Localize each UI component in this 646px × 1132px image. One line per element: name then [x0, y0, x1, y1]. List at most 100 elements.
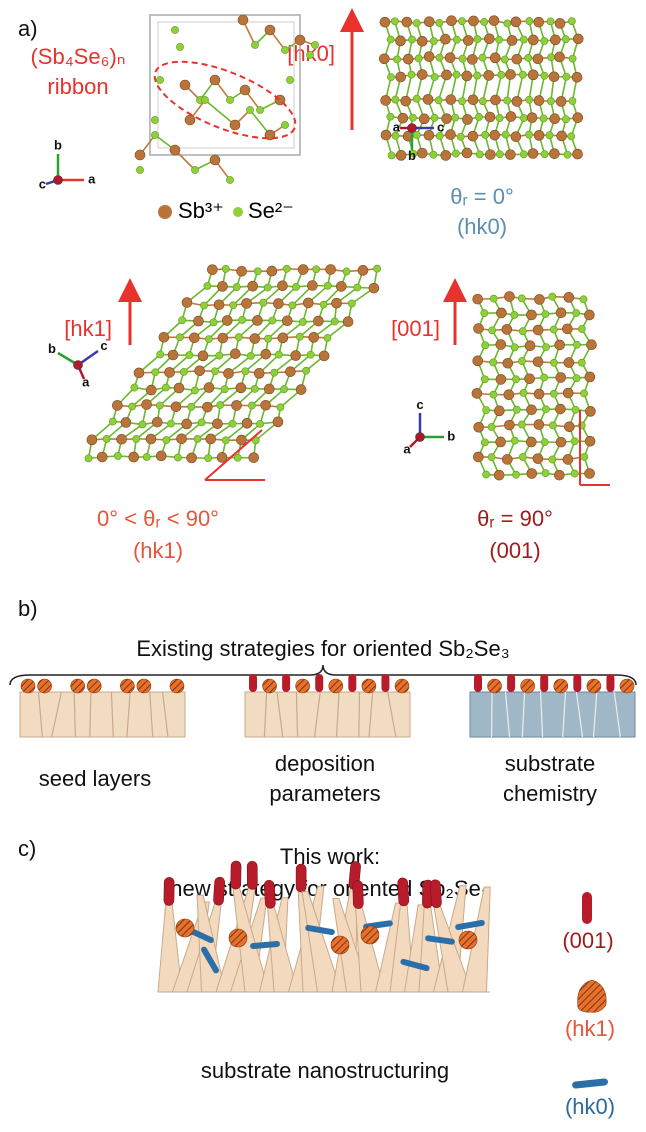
se-atom	[581, 453, 588, 460]
substrate	[470, 692, 635, 737]
se-atom	[550, 359, 557, 366]
se-atom	[85, 455, 92, 462]
rod-grain	[264, 880, 276, 909]
se-atom	[569, 55, 576, 62]
se-atom	[283, 265, 290, 272]
sb-atom	[417, 148, 427, 158]
sb-atom	[555, 52, 565, 62]
sb-atom	[505, 70, 515, 80]
sb-atom	[185, 115, 195, 125]
se-atom	[520, 151, 527, 158]
sb-atom	[121, 417, 131, 427]
axis-letter: c	[100, 338, 107, 353]
sb-atom	[463, 35, 473, 45]
se-atom	[200, 302, 207, 309]
se-atom	[548, 54, 555, 61]
sb-atom	[484, 34, 494, 44]
blob-grain	[296, 679, 310, 693]
sb-atom	[252, 315, 262, 325]
se-atom	[452, 150, 459, 157]
se-atom	[578, 325, 585, 332]
se-atom	[413, 95, 420, 102]
sb-atom	[585, 436, 595, 446]
legend-rod	[582, 892, 592, 924]
se-atom	[415, 55, 422, 62]
axis-letter: c	[39, 177, 46, 192]
axis-letter: a	[403, 441, 411, 456]
sb-atom	[250, 334, 260, 344]
se-atom	[540, 374, 547, 381]
se-atom	[186, 352, 193, 359]
axis-origin	[408, 124, 417, 133]
sb-atom	[555, 340, 565, 350]
sb-atom	[502, 454, 512, 464]
blob-grain	[587, 679, 601, 693]
sb-atom	[264, 384, 274, 394]
se-atom	[518, 357, 525, 364]
sb-atom	[441, 150, 451, 160]
panel-title: Existing strategies for oriented Sb₂Se₃	[136, 636, 509, 661]
sb-atom	[468, 95, 478, 105]
se-atom	[281, 46, 288, 53]
se-atom	[564, 151, 571, 158]
se-atom	[474, 72, 481, 79]
se-atom	[324, 334, 331, 341]
sb-atom	[146, 434, 156, 444]
sb-atom	[554, 470, 564, 480]
se-atom	[547, 98, 554, 105]
sb-atom	[97, 452, 107, 462]
sb-atom	[556, 437, 566, 447]
se-atom	[331, 318, 338, 325]
sb-atom	[242, 418, 252, 428]
legend-label: (001)	[562, 928, 613, 953]
blob-grain	[170, 679, 184, 693]
se-atom	[459, 98, 466, 105]
sb-atom	[424, 130, 434, 140]
sb-atom	[512, 96, 522, 106]
sb-atom	[210, 155, 220, 165]
se-atom	[436, 19, 443, 26]
se-atom	[289, 302, 296, 309]
sb-atom	[273, 417, 283, 427]
se-atom	[109, 418, 116, 425]
sb-atom	[556, 308, 566, 318]
sb-atom	[490, 130, 500, 140]
se-atom	[481, 18, 488, 25]
sb-atom	[112, 400, 122, 410]
sb-atom	[326, 265, 336, 275]
angle-label: θᵣ = 90°	[477, 506, 553, 531]
sb-atom	[474, 324, 484, 334]
se-atom	[549, 422, 556, 429]
sb-atom	[142, 400, 152, 410]
blob-grain	[459, 931, 477, 949]
sb-atom	[550, 114, 560, 124]
sb-atom	[563, 388, 573, 398]
se-atom	[348, 300, 355, 307]
sb-atom	[462, 71, 472, 81]
sb-atom	[527, 469, 537, 479]
angle-label: 0° < θᵣ < 90°	[97, 506, 219, 531]
sb-atom	[171, 402, 181, 412]
sb-atom	[170, 145, 180, 155]
sb-atom	[502, 324, 512, 334]
se-atom	[387, 36, 394, 43]
strategy-label: deposition	[275, 751, 375, 776]
sb-atom	[303, 298, 313, 308]
sb-atom	[238, 15, 248, 25]
sb-atom	[193, 316, 203, 326]
sb-atom	[165, 367, 175, 377]
se-atom	[188, 403, 195, 410]
sb-atom	[525, 374, 535, 384]
sb-atom	[496, 374, 506, 384]
sb-atom	[379, 54, 389, 64]
se-atom	[222, 437, 229, 444]
se-atom	[479, 54, 486, 61]
se-atom	[152, 369, 159, 376]
sb-atom	[401, 96, 411, 106]
sb-atom	[506, 112, 516, 122]
axis-letter: b	[54, 138, 62, 153]
ribbon-word: ribbon	[47, 74, 108, 99]
se-atom	[488, 423, 495, 430]
se-atom	[490, 391, 497, 398]
sb-atom	[485, 150, 495, 160]
